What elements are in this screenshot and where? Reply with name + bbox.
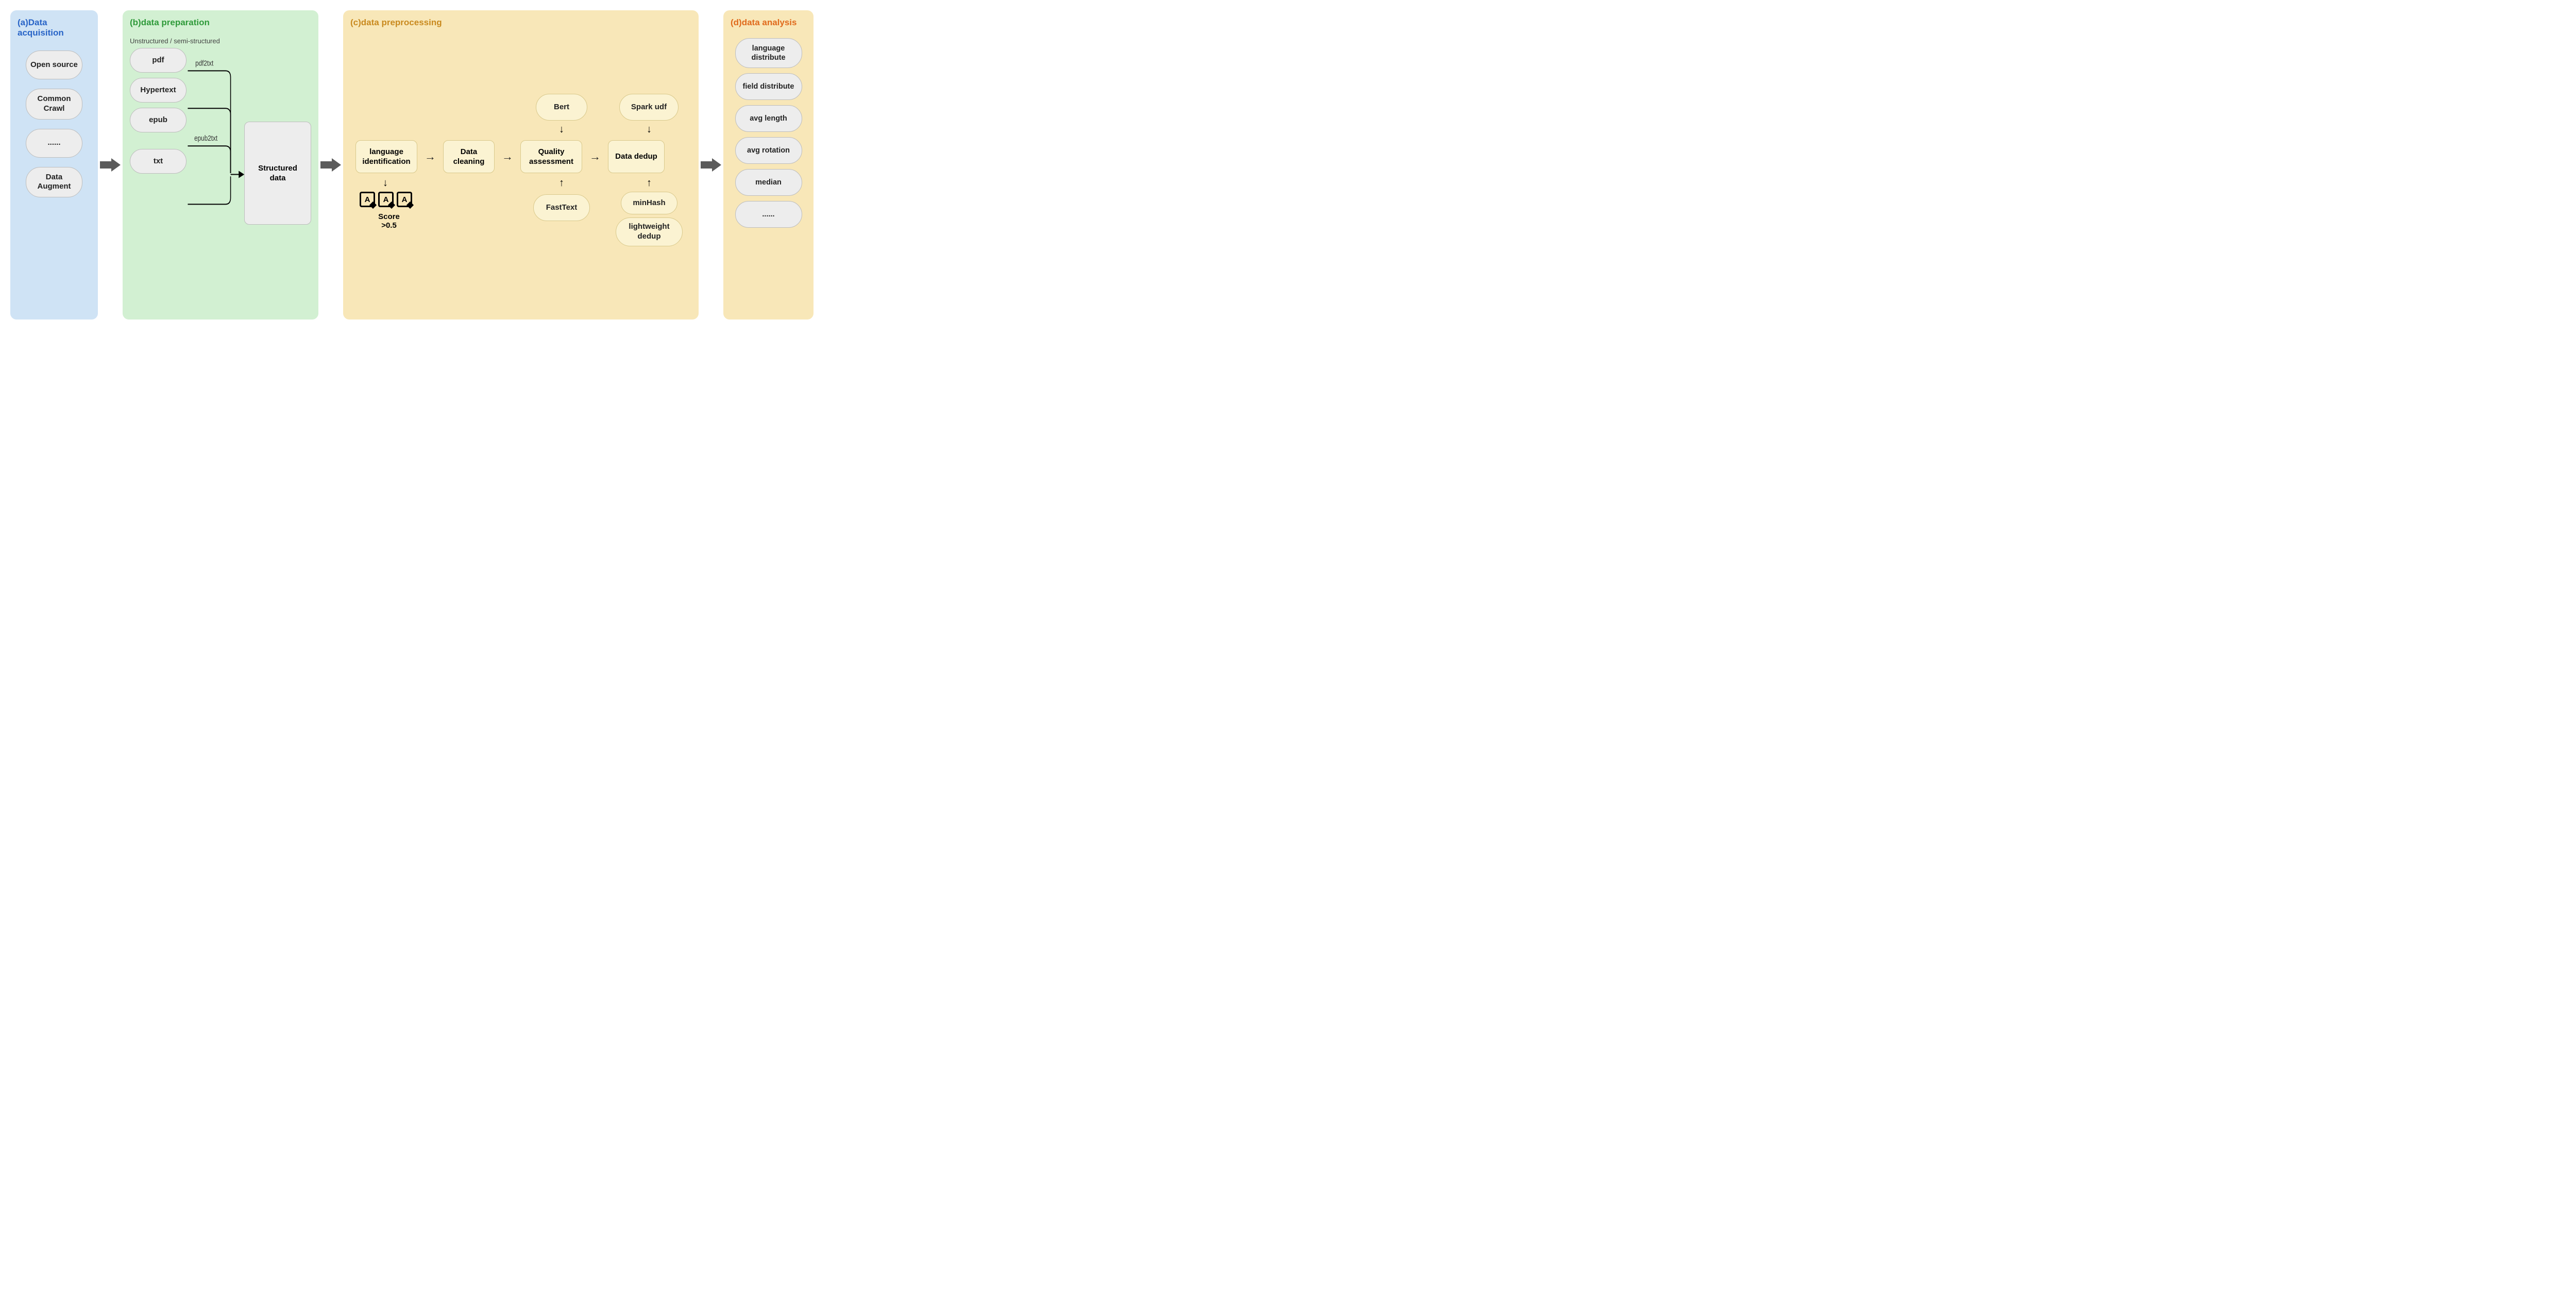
source-common-crawl: Common Crawl [26,89,82,120]
tool-spark-udf: Spark udf [619,94,679,121]
panel-data-analysis: (d)data analysis language distribute fie… [723,10,814,320]
arrow-icon: → [502,150,513,163]
score-threshold-label: Score >0.5 [371,212,407,230]
step-language-identification: language identification [355,140,417,173]
step-data-dedup: Data dedup [608,140,665,173]
arrow-icon: → [425,150,436,163]
panel-c-title: (c)data preprocessing [350,18,691,28]
model-bert: Bert [536,94,587,121]
metric-field-distribute: field distribute [735,73,802,100]
arrow-down-icon: ↓ [383,177,388,189]
panel-a-title: (a)Data acquisition [18,18,91,38]
connector-a-to-b [100,155,121,175]
panel-data-preprocessing: (c)data preprocessing language identific… [343,10,699,320]
panel-data-preparation: (b)data preparation Unstructured / semi-… [123,10,318,320]
arrow-up-icon: ↑ [559,177,564,189]
pipeline-diagram: (a)Data acquisition Open source Common C… [10,10,2566,320]
panel-b-formats: Unstructured / semi-structured pdf Hyper… [130,37,220,309]
arrow-up-icon: ↑ [647,177,652,189]
unstructured-heading: Unstructured / semi-structured [130,37,220,45]
source-data-augment: Data Augment [26,167,82,198]
metric-avg-rotation: avg rotation [735,137,802,164]
source-open-source: Open source [26,51,82,79]
format-epub: epub [130,108,187,132]
panel-d-items: language distribute field distribute avg… [731,38,806,233]
metric-language-distribute: language distribute [735,38,802,68]
language-glyph-icon: A [378,192,394,207]
metric-ellipsis: ...... [735,201,802,228]
language-glyph-icon: A [360,192,375,207]
panel-a-items: Open source Common Crawl ...... Data Aug… [18,51,91,207]
language-icon-row: A A A [360,192,412,207]
structured-data-box: Structured data [244,122,311,225]
panel-d-title: (d)data analysis [731,18,806,28]
connector-b-to-c [320,155,341,175]
algo-minhash: minHash [621,192,677,214]
panel-b-title: (b)data preparation [130,18,311,28]
model-fasttext: FastText [533,194,590,221]
language-glyph-icon: A [397,192,412,207]
step-quality-assessment: Quality assessment [520,140,582,173]
algo-lightweight-dedup: lightweight dedup [616,217,683,246]
format-pdf: pdf [130,48,187,73]
arrow-down-icon: ↓ [559,124,564,136]
format-hypertext: Hypertext [130,78,187,103]
panel-data-acquisition: (a)Data acquisition Open source Common C… [10,10,98,320]
metric-median: median [735,169,802,196]
format-txt: txt [130,149,187,174]
metric-avg-length: avg length [735,105,802,132]
step-data-cleaning: Data cleaning [443,140,495,173]
arrow-icon: → [589,150,601,163]
arrow-down-icon: ↓ [647,124,652,136]
connector-c-to-d [701,155,721,175]
source-ellipsis: ...... [26,129,82,158]
